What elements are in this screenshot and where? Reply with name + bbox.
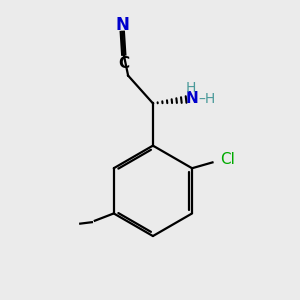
Text: N: N bbox=[116, 16, 129, 34]
Text: C: C bbox=[118, 56, 129, 71]
Text: H: H bbox=[186, 81, 196, 95]
Text: N: N bbox=[186, 92, 199, 106]
Text: Cl: Cl bbox=[220, 152, 235, 167]
Text: –H: –H bbox=[199, 92, 216, 106]
